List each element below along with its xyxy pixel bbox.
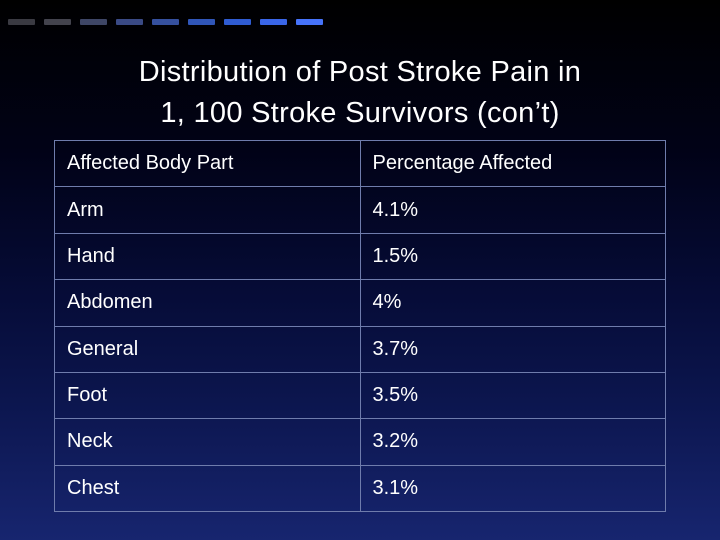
accent-dash — [8, 19, 35, 25]
body-part-cell: General — [54, 325, 361, 373]
header-percentage-affected: Percentage Affected — [359, 139, 666, 188]
top-accent-bars — [8, 19, 323, 25]
body-part-cell: Abdomen — [54, 279, 361, 327]
body-part-cell: Hand — [54, 232, 361, 281]
header-affected-body-part: Affected Body Part — [54, 139, 361, 188]
table-row: Arm 4.1% — [54, 186, 666, 234]
slide-title-line1: Distribution of Post Stroke Pain in — [138, 56, 582, 88]
accent-dash — [224, 19, 251, 25]
slide-title-line2: 1, 100 Stroke Survivors (con’t) — [160, 97, 560, 129]
accent-dash — [188, 19, 215, 25]
percentage-cell: 3.1% — [359, 464, 666, 513]
accent-dash — [296, 19, 323, 25]
percentage-cell: 4% — [359, 279, 666, 327]
percentage-cell: 4.1% — [359, 186, 666, 234]
table-row: Hand 1.5% — [54, 232, 666, 281]
body-part-cell: Chest — [54, 464, 361, 513]
accent-dash — [152, 19, 179, 25]
table-row: General 3.7% — [54, 325, 666, 373]
accent-dash — [44, 19, 71, 25]
accent-dash — [260, 19, 287, 25]
body-part-cell: Neck — [54, 418, 361, 466]
table-row: Neck 3.2% — [54, 418, 666, 466]
table-row: Foot 3.5% — [54, 371, 666, 420]
percentage-cell: 3.5% — [359, 371, 666, 420]
accent-dash — [80, 19, 107, 25]
accent-dash — [116, 19, 143, 25]
percentage-cell: 3.7% — [359, 325, 666, 373]
body-part-cell: Foot — [54, 371, 361, 420]
table-header-row: Affected Body Part Percentage Affected — [54, 139, 666, 188]
table-row: Chest 3.1% — [54, 464, 666, 513]
pain-distribution-table: Affected Body Part Percentage Affected A… — [54, 139, 666, 513]
table-row: Abdomen 4% — [54, 279, 666, 327]
body-part-cell: Arm — [54, 186, 361, 234]
percentage-cell: 3.2% — [359, 418, 666, 466]
percentage-cell: 1.5% — [359, 232, 666, 281]
slide-title: Distribution of Post Stroke Pain in 1, 1… — [0, 52, 720, 134]
